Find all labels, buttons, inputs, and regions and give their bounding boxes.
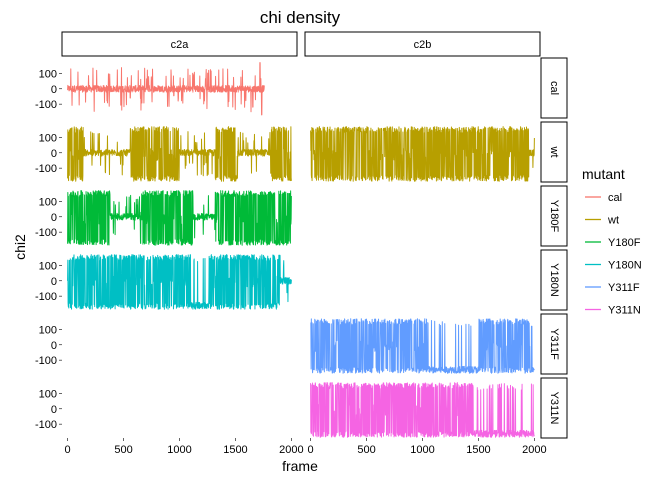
row-strip-cal: cal	[540, 57, 568, 119]
row-strip-Y311N: Y311N	[540, 377, 568, 439]
x-tick-label: 0	[308, 444, 314, 456]
legend: mutant cal wt Y180F Y180N Y311F Y311N	[582, 166, 642, 317]
column-strip-c2a: c2a	[61, 31, 298, 57]
y-tick-label: 100	[39, 388, 57, 400]
y-axis-Y311N: 100 0 -100	[35, 388, 62, 431]
x-tick-label: 500	[114, 444, 132, 456]
y-tick-label: 0	[51, 276, 57, 288]
y-tick-label: 0	[51, 212, 57, 224]
row-strip-label: cal	[548, 81, 560, 95]
column-strip-box	[61, 31, 298, 57]
x-tick-label: 0	[65, 444, 71, 456]
series-c2a-Y180F	[67, 190, 292, 246]
x-axis-c2b: 0 500 1000 1500 2000	[308, 438, 547, 456]
series-c2b-Y311N	[310, 382, 535, 438]
row-strip-wt: wt	[540, 121, 568, 183]
column-strip-box	[304, 31, 541, 57]
x-tick-label: 500	[357, 444, 375, 456]
y-tick-label: 0	[51, 148, 57, 160]
legend-label: Y311N	[608, 305, 641, 317]
legend-item-Y180N: Y180N	[585, 260, 642, 272]
y-tick-label: 0	[51, 84, 57, 96]
legend-label: Y311F	[608, 282, 640, 294]
y-tick-label: -100	[35, 227, 57, 239]
series-c2a-Y180N	[67, 254, 292, 310]
column-strip-c2b: c2b	[304, 31, 541, 57]
y-tick-label: -100	[35, 163, 57, 175]
series-c2b-wt	[310, 126, 535, 182]
row-strip-box	[540, 313, 568, 375]
row-strip-Y311F: Y311F	[540, 313, 568, 375]
y-tick-label: 0	[51, 404, 57, 416]
legend-label: Y180F	[608, 237, 641, 249]
y-tick-label: 100	[39, 68, 57, 80]
legend-label: wt	[607, 215, 619, 227]
y-axis-title: chi2	[12, 234, 28, 260]
x-tick-label: 1000	[167, 444, 191, 456]
row-strip-label: Y180F	[548, 200, 560, 233]
x-tick-label: 1500	[466, 444, 490, 456]
y-tick-label: 100	[39, 132, 57, 144]
x-tick-label: 1500	[223, 444, 247, 456]
row-strip-box	[540, 185, 568, 247]
row-strip-Y180F: Y180F	[540, 185, 568, 247]
legend-title: mutant	[582, 166, 625, 182]
row-strip-box	[540, 249, 568, 311]
y-axis-Y311F: 100 0 -100	[35, 324, 62, 367]
y-tick-label: 100	[39, 260, 57, 272]
y-axis-Y180F: 100 0 -100	[35, 196, 62, 239]
x-tick-label: 1000	[410, 444, 434, 456]
row-strip-label: Y311F	[548, 328, 560, 360]
column-strip-label: c2b	[414, 39, 432, 51]
row-strip-label: Y180N	[548, 263, 560, 297]
plot-area: c2a c2bcalwtY180FY180NY311FY311N1000-1001…	[35, 31, 568, 456]
y-tick-label: 0	[51, 340, 57, 352]
y-axis-cal: 100 0 -100	[35, 68, 62, 111]
legend-item-wt: wt	[585, 215, 619, 227]
y-tick-label: 100	[39, 324, 57, 336]
row-strip-box	[540, 377, 568, 439]
row-strip-Y180N: Y180N	[540, 249, 568, 311]
y-tick-label: 100	[39, 196, 57, 208]
legend-item-Y180F: Y180F	[585, 237, 641, 249]
column-strip-label: c2a	[171, 39, 190, 51]
x-axis-c2a: 0 500 1000 1500 2000	[65, 438, 304, 456]
y-tick-label: -100	[35, 291, 57, 303]
legend-item-cal: cal	[585, 192, 622, 204]
row-strip-label: Y311N	[548, 392, 560, 425]
y-tick-label: -100	[35, 99, 57, 111]
y-tick-label: -100	[35, 355, 57, 367]
x-axis-title: frame	[282, 458, 318, 474]
row-strip-label: wt	[548, 146, 560, 158]
x-tick-label: 2000	[522, 444, 546, 456]
legend-item-Y311N: Y311N	[585, 305, 641, 317]
row-strip-box	[540, 121, 568, 183]
y-axis-Y180N: 100 0 -100	[35, 260, 62, 303]
legend-label: Y180N	[608, 260, 642, 272]
x-tick-label: 2000	[279, 444, 303, 456]
series-c2b-Y311F	[310, 318, 535, 374]
row-strip-box	[540, 57, 568, 119]
legend-label: cal	[608, 192, 622, 204]
series-c2a-cal	[67, 62, 265, 116]
y-axis-wt: 100 0 -100	[35, 132, 62, 175]
y-tick-label: -100	[35, 419, 57, 431]
series-c2a-wt	[67, 126, 292, 182]
legend-item-Y311F: Y311F	[585, 282, 640, 294]
chart-title: chi density	[260, 8, 341, 27]
